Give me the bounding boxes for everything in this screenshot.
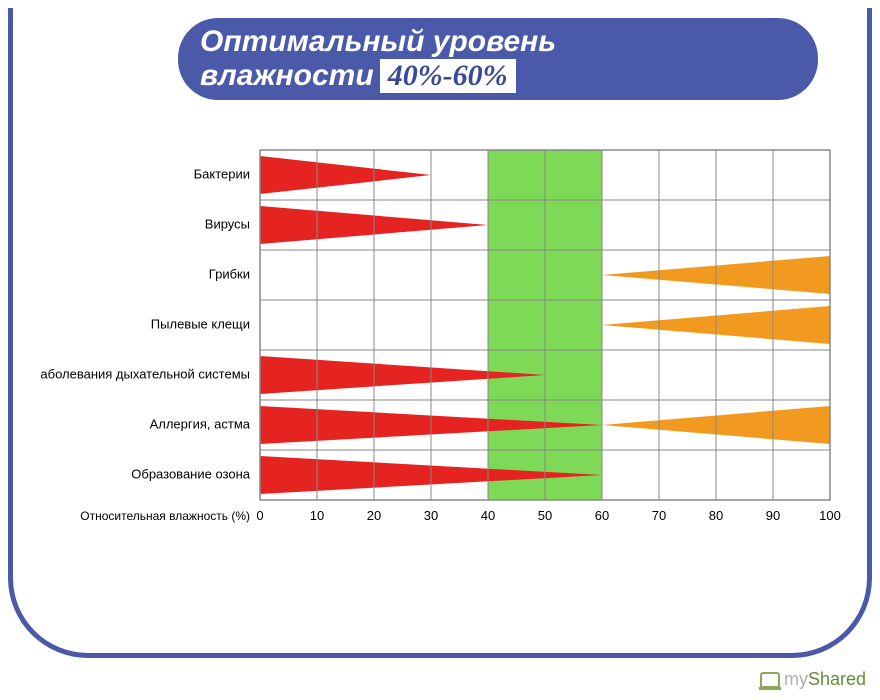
watermark-part1: my [784, 669, 808, 689]
watermark: myShared [760, 669, 866, 690]
row-label: Бактерии [194, 166, 250, 181]
title-line-2: влажности 40%-60% [200, 59, 818, 93]
x-tick-label: 40 [481, 508, 495, 523]
x-tick-label: 80 [709, 508, 723, 523]
x-tick-label: 10 [310, 508, 324, 523]
x-tick-label: 100 [819, 508, 841, 523]
chart-svg: Бактерии Вирусы Грибки Пылевые клещи Заболев… [40, 140, 860, 640]
x-tick-label: 30 [424, 508, 438, 523]
title-line-1: Оптимальный уровень [200, 25, 818, 59]
title-highlight: 40%-60% [380, 59, 516, 93]
x-tick-label: 0 [256, 508, 263, 523]
row-label: Пылевые клещи [151, 316, 250, 331]
row-label: Грибки [209, 266, 250, 281]
row-label: Образование озона [131, 466, 250, 481]
x-tick-label: 70 [652, 508, 666, 523]
title-banner: Оптимальный уровень влажности 40%-60% [178, 18, 818, 100]
watermark-part2: Shared [808, 669, 866, 689]
watermark-icon [760, 672, 780, 688]
x-tick-label: 50 [538, 508, 552, 523]
row-label: Вирусы [205, 216, 250, 231]
x-tick-label: 60 [595, 508, 609, 523]
x-tick-label: 90 [766, 508, 780, 523]
x-tick-label: 20 [367, 508, 381, 523]
row-label: Заболевания дыхательной системы [40, 366, 250, 381]
humidity-chart: Бактерии Вирусы Грибки Пылевые клещи Заболев… [40, 140, 860, 640]
title-prefix: влажности [200, 59, 374, 93]
x-axis-label: Относительная влажность (%) [80, 509, 250, 523]
row-label: Аллергия, астма [150, 416, 251, 431]
